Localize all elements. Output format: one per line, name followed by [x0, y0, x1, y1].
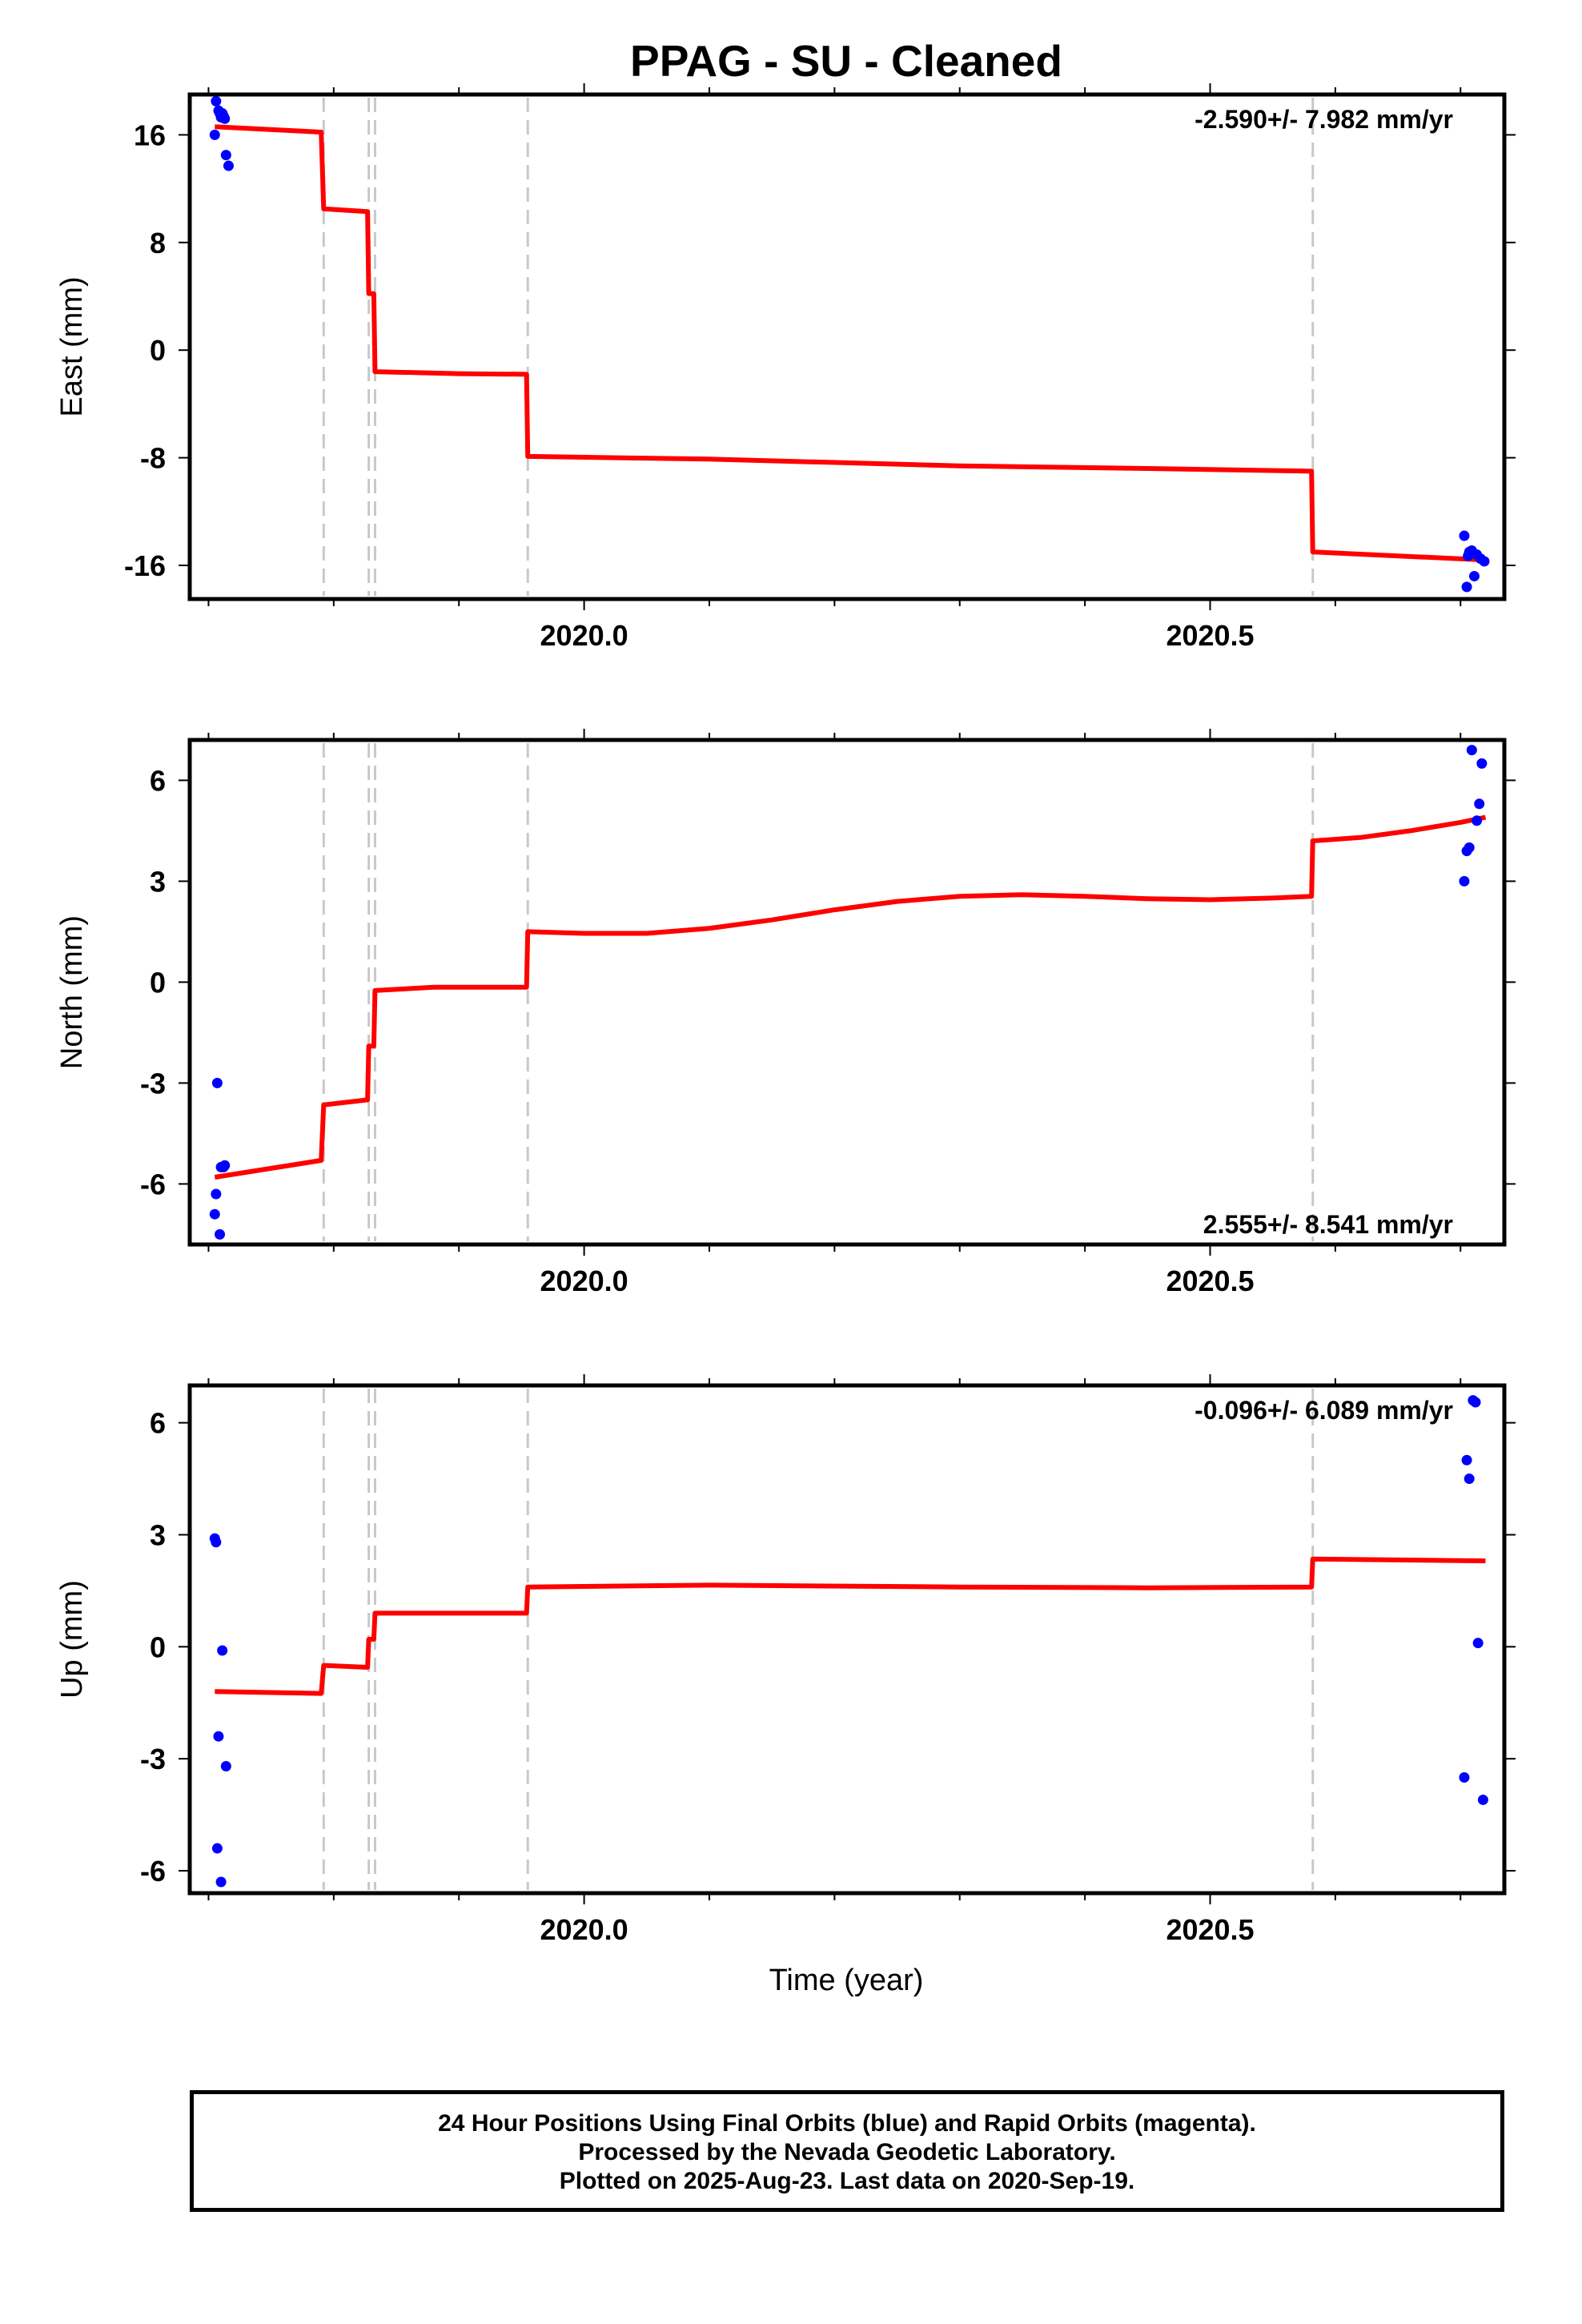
model-line	[215, 1556, 1486, 1696]
data-point	[220, 150, 231, 161]
data-point	[1479, 556, 1490, 567]
panel-up: 2020.0 2020.5 -6 -3 0 3 6 Up (mm) -0.096+/- 6.08…	[55, 1374, 1516, 1946]
rate-label: 2.555+/- 8.541 mm/yr	[1203, 1210, 1453, 1239]
caption-box: 24 Hour Positions Using Final Orbits (bl…	[190, 2090, 1504, 2212]
data-point	[219, 1160, 231, 1171]
plot-frame	[187, 738, 1507, 1247]
caption-line: Plotted on 2025-Aug-23. Last data on 202…	[559, 2168, 1135, 2194]
y-tick-label: 6	[150, 1407, 166, 1440]
data-point	[1464, 1474, 1475, 1485]
data-point	[217, 1645, 228, 1656]
panel-east: 2020.0 2020.5 -16 -8 0 8 16 East (mm) -2.590+/- …	[55, 83, 1516, 652]
data-point	[211, 95, 222, 107]
x-tick-label: 2020.5	[1166, 619, 1254, 652]
y-tick-label: 16	[134, 119, 166, 151]
model-line	[214, 814, 1487, 1180]
data-point	[1459, 1771, 1470, 1783]
data-point	[1466, 745, 1477, 756]
data-point	[1461, 1454, 1472, 1466]
rate-label: -2.590+/- 7.982 mm/yr	[1195, 105, 1453, 134]
data-point	[1459, 875, 1470, 887]
x-axis-label: Time (year)	[769, 1964, 924, 1997]
panel-north: 2020.0 2020.5 -6 -3 0 3 6 North (mm) 2.555+/- 8.…	[55, 729, 1516, 1297]
data-point	[220, 1761, 231, 1771]
data-point	[211, 1537, 222, 1548]
data-point	[213, 1731, 224, 1742]
data-point	[1474, 798, 1485, 810]
x-tick-label: 2020.0	[540, 1913, 628, 1946]
data-point	[1472, 1638, 1484, 1649]
panels: 2020.0 2020.5 -16 -8 0 8 16 East (mm) -2.590+/- …	[55, 83, 1516, 1946]
data-point	[211, 1077, 223, 1088]
data-point	[1477, 1794, 1488, 1805]
y-tick-label: 8	[150, 227, 166, 259]
y-tick-label: -8	[140, 442, 166, 475]
data-point	[1461, 581, 1472, 593]
data-point	[215, 1876, 227, 1888]
y-axis-label: North (mm)	[55, 915, 89, 1069]
data-point	[1459, 530, 1470, 541]
data-point	[219, 113, 231, 124]
y-tick-label: 3	[150, 865, 166, 898]
y-tick-label: 0	[150, 1630, 166, 1663]
data-point	[211, 1843, 223, 1854]
data-point	[1464, 842, 1475, 853]
y-tick-label: -6	[140, 1168, 166, 1200]
chart-title: PPAG - SU - Cleaned	[630, 36, 1062, 86]
data-point	[1468, 570, 1480, 581]
x-tick-label: 2020.0	[540, 1265, 628, 1297]
y-axis-label: East (mm)	[55, 276, 89, 416]
caption-line: Processed by the Nevada Geodetic Laborat…	[578, 2139, 1116, 2165]
y-tick-label: 0	[150, 966, 166, 999]
rate-label: -0.096+/- 6.089 mm/yr	[1195, 1396, 1453, 1425]
data-point	[1476, 758, 1488, 769]
data-point	[209, 129, 220, 140]
data-point	[211, 1188, 222, 1200]
y-tick-label: 0	[150, 334, 166, 367]
plot-frame	[187, 92, 1507, 601]
y-tick-label: -16	[124, 549, 166, 582]
y-tick-label: -3	[140, 1743, 166, 1775]
data-point	[1472, 815, 1483, 826]
y-tick-label: -6	[140, 1855, 166, 1888]
x-tick-label: 2020.5	[1166, 1265, 1254, 1297]
data-point	[209, 1208, 220, 1220]
plot-frame	[187, 1383, 1507, 1896]
x-tick-label: 2020.0	[540, 619, 628, 652]
y-axis-label: Up (mm)	[55, 1580, 89, 1699]
data-point	[215, 1228, 226, 1240]
caption-line: 24 Hour Positions Using Final Orbits (bl…	[438, 2110, 1256, 2137]
y-tick-label: -3	[140, 1067, 166, 1100]
y-tick-label: 6	[150, 764, 166, 797]
model-line	[215, 124, 1486, 563]
x-tick-label: 2020.5	[1166, 1913, 1254, 1946]
data-point	[223, 160, 234, 171]
y-tick-label: 3	[150, 1518, 166, 1551]
data-point	[1470, 1397, 1481, 1408]
